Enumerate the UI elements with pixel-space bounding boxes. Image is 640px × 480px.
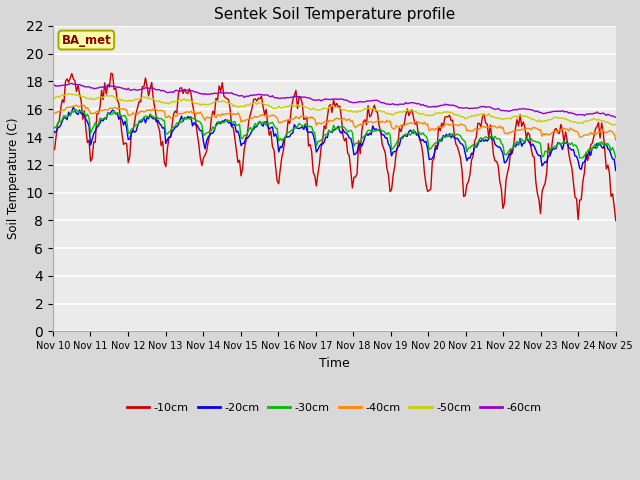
-30cm [584,148,591,154]
-60cm [120,86,127,92]
-30cm [120,113,127,119]
-60cm [297,94,305,100]
Line: -40cm: -40cm [53,105,616,140]
Title: Sentek Soil Temperature profile: Sentek Soil Temperature profile [214,7,455,22]
X-axis label: Time: Time [319,357,349,370]
-30cm [49,127,57,133]
-10cm [612,218,620,224]
-40cm [237,119,245,125]
-20cm [237,143,245,148]
-20cm [218,118,226,124]
-50cm [612,121,620,127]
-30cm [71,107,79,112]
-60cm [612,114,620,120]
Line: -30cm: -30cm [53,109,616,158]
-40cm [582,132,590,138]
-50cm [49,96,57,102]
Line: -10cm: -10cm [53,73,616,221]
-10cm [582,150,590,156]
-10cm [218,80,226,85]
-50cm [582,119,590,124]
-40cm [246,116,254,121]
-10cm [49,145,57,151]
Line: -20cm: -20cm [53,107,616,170]
-40cm [73,102,81,108]
-40cm [120,106,127,111]
-20cm [582,156,590,162]
-60cm [49,82,57,88]
-40cm [297,113,305,119]
Line: -50cm: -50cm [53,94,616,125]
Y-axis label: Soil Temperature (C): Soil Temperature (C) [7,118,20,240]
-20cm [120,122,127,128]
-60cm [68,81,76,86]
-20cm [246,131,254,137]
-20cm [297,125,305,131]
-60cm [246,92,254,98]
-50cm [65,91,72,97]
-50cm [609,122,616,128]
-20cm [612,168,620,173]
-10cm [246,111,254,117]
-60cm [582,111,590,117]
-30cm [218,120,226,125]
-10cm [120,142,127,147]
-30cm [237,135,245,141]
-10cm [107,71,115,76]
-50cm [237,104,245,109]
Line: -60cm: -60cm [53,84,616,117]
Legend: -10cm, -20cm, -30cm, -40cm, -50cm, -60cm: -10cm, -20cm, -30cm, -40cm, -50cm, -60cm [123,398,546,417]
-20cm [70,104,77,110]
-50cm [218,98,226,104]
-40cm [218,111,226,117]
-30cm [246,125,254,131]
-10cm [237,173,245,179]
-40cm [612,137,620,143]
-30cm [576,155,584,161]
-50cm [120,98,127,104]
-50cm [297,103,305,108]
-30cm [612,155,620,161]
-10cm [297,95,305,101]
-60cm [237,93,245,98]
-40cm [49,110,57,116]
-20cm [49,132,57,138]
-50cm [246,101,254,107]
Text: BA_met: BA_met [61,34,111,47]
-30cm [297,122,305,128]
-60cm [218,90,226,96]
